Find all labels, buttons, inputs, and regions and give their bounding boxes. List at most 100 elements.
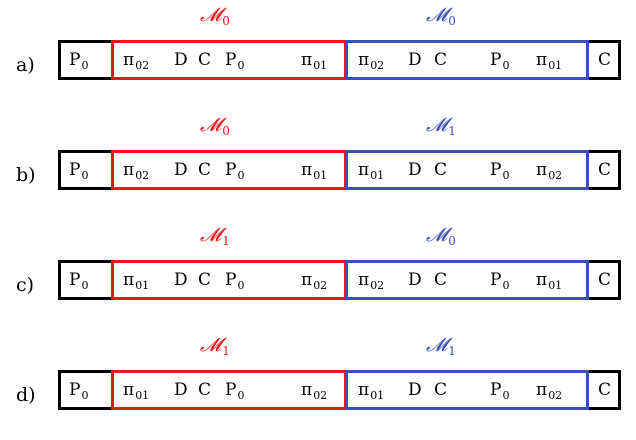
sequence-box: P0 π01 D C P0 π02 π01 D C P0 π02 C [58, 370, 621, 410]
left-model-label: 𝓜1 [200, 334, 230, 358]
token-left: C [198, 380, 211, 400]
token-left: P0 [225, 50, 244, 72]
model-symbol: 𝓜 [426, 114, 448, 136]
row-label: a) [16, 54, 35, 76]
token-left-symbol: π [301, 160, 313, 180]
diagram-row: d) 𝓜1 𝓜1 P0 π01 D C P0 π02 π01 D C P0 π02 C [0, 330, 636, 440]
token-left: π01 [301, 50, 327, 72]
token-left: π01 [123, 380, 149, 402]
sequence-box: P0 π02 D C P0 π01 π02 D C P0 π01 C [58, 40, 621, 80]
token-left-symbol: D [174, 50, 188, 70]
right-model-label: 𝓜0 [426, 4, 456, 28]
model-subscript: 1 [222, 234, 230, 248]
token-outer-left-subscript: 0 [81, 279, 89, 292]
token-right-symbol: P [490, 50, 502, 70]
token-left-subscript: 0 [237, 59, 245, 72]
token-right: D [408, 270, 422, 290]
token-left-symbol: π [123, 50, 135, 70]
token-right-symbol: D [408, 160, 422, 180]
token-right: P0 [490, 270, 509, 292]
token-right-symbol: π [358, 50, 370, 70]
token-left-subscript: 01 [313, 169, 328, 182]
token-right-symbol: π [536, 270, 548, 290]
token-right-symbol: D [408, 270, 422, 290]
model-symbol: 𝓜 [200, 4, 222, 26]
right-model-label: 𝓜0 [426, 224, 456, 248]
token-left-symbol: P [225, 160, 237, 180]
token-left-symbol: C [198, 380, 212, 400]
token-left-subscript: 0 [237, 279, 245, 292]
token-left: D [174, 270, 188, 290]
token-right: D [408, 160, 422, 180]
right-model-segment [345, 370, 589, 410]
token-right: π01 [358, 160, 384, 182]
token-right-subscript: 02 [548, 389, 563, 402]
token-right-symbol: π [358, 380, 370, 400]
token-right-symbol: P [490, 380, 502, 400]
token-right-subscript: 0 [502, 59, 510, 72]
token-right: D [408, 380, 422, 400]
token-left-subscript: 01 [313, 59, 328, 72]
token-left-symbol: D [174, 270, 188, 290]
model-symbol: 𝓜 [426, 224, 448, 246]
token-left: P0 [225, 380, 244, 402]
token-left-subscript: 02 [313, 279, 328, 292]
sequence-box: P0 π02 D C P0 π01 π01 D C P0 π02 C [58, 150, 621, 190]
token-outer-left-subscript: 0 [81, 59, 89, 72]
token-right-symbol: π [358, 270, 370, 290]
token-right-symbol: π [536, 380, 548, 400]
token-outer-left-subscript: 0 [81, 169, 89, 182]
token-outer-right-symbol: C [598, 50, 612, 70]
token-left-subscript: 01 [135, 389, 150, 402]
token-right-symbol: P [490, 160, 502, 180]
token-right: π01 [536, 50, 562, 72]
token-left-subscript: 01 [135, 279, 150, 292]
model-subscript: 0 [222, 14, 230, 28]
token-left: P0 [225, 160, 244, 182]
token-outer-right: C [598, 270, 611, 290]
token-right-subscript: 0 [502, 169, 510, 182]
token-outer-right-symbol: C [598, 380, 612, 400]
token-right-symbol: P [490, 270, 502, 290]
token-outer-right: C [598, 160, 611, 180]
right-model-label: 𝓜1 [426, 114, 456, 138]
token-left: π02 [301, 270, 327, 292]
model-subscript: 0 [448, 234, 456, 248]
token-left-symbol: P [225, 270, 237, 290]
token-left-symbol: π [301, 50, 313, 70]
token-left-subscript: 02 [135, 169, 150, 182]
right-model-label: 𝓜1 [426, 334, 456, 358]
token-left-subscript: 0 [237, 389, 245, 402]
token-right: C [434, 270, 447, 290]
token-left-symbol: C [198, 160, 212, 180]
token-left-symbol: D [174, 160, 188, 180]
token-outer-left-subscript: 0 [81, 389, 89, 402]
token-left-symbol: π [123, 270, 135, 290]
token-right-symbol: D [408, 380, 422, 400]
token-right-symbol: C [434, 380, 448, 400]
token-left-symbol: C [198, 270, 212, 290]
diagram-row: c) 𝓜1 𝓜0 P0 π01 D C P0 π02 π02 D C P0 π01 C [0, 220, 636, 330]
token-right-symbol: C [434, 270, 448, 290]
token-right-subscript: 0 [502, 279, 510, 292]
token-outer-left-symbol: P [69, 50, 81, 70]
right-model-segment [345, 40, 589, 80]
token-left: C [198, 160, 211, 180]
token-left: π02 [123, 50, 149, 72]
model-subscript: 1 [448, 344, 456, 358]
token-right-subscript: 0 [502, 389, 510, 402]
model-symbol: 𝓜 [426, 4, 448, 26]
model-subscript: 0 [222, 124, 230, 138]
token-right: C [434, 380, 447, 400]
sequence-box: P0 π01 D C P0 π02 π02 D C P0 π01 C [58, 260, 621, 300]
token-right-subscript: 02 [370, 59, 385, 72]
token-outer-right: C [598, 50, 611, 70]
token-left-symbol: π [123, 160, 135, 180]
token-right-subscript: 02 [370, 279, 385, 292]
token-right: P0 [490, 380, 509, 402]
model-symbol: 𝓜 [200, 334, 222, 356]
token-right-subscript: 01 [548, 279, 563, 292]
token-outer-left: P0 [69, 380, 88, 402]
model-subscript: 1 [448, 124, 456, 138]
